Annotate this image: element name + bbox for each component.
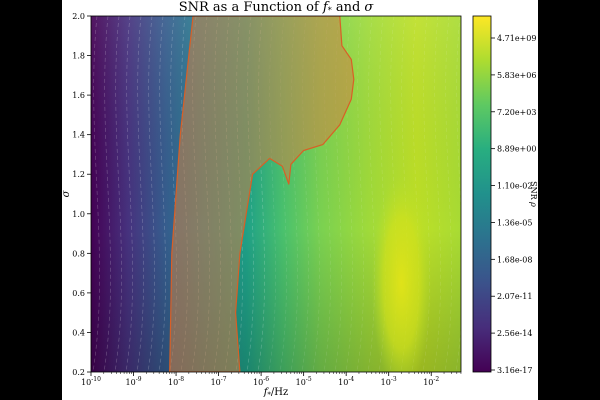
colorbar-label: SNR ρ	[529, 181, 538, 207]
y-tick-label: 1.0	[72, 210, 85, 219]
colorbar-gradient	[472, 15, 492, 373]
x-tick-label: 10-6	[253, 376, 269, 387]
x-tick-label: 10-7	[211, 376, 227, 387]
plot-area	[90, 15, 462, 373]
chart-title: SNR as a Function of f* and σ	[179, 0, 375, 15]
contour-line	[136, 16, 144, 372]
x-tick-label: 10-5	[296, 376, 312, 387]
colorbar-tick-label: 1.10e-02	[497, 182, 532, 191]
contour-line	[301, 16, 309, 372]
y-tick-label: 0.4	[72, 328, 85, 337]
colorbar-ticks: 4.71e+09 5.83e+06 7.20e+03 8.89e+00 1.10e-02…	[491, 34, 536, 375]
y-tick-label: 1.8	[72, 52, 85, 61]
contour-line	[92, 16, 100, 372]
y-axis-ticks: 0.2 0.4 0.6 0.8 1.0 1.2 1.4 1.6 1.8 2.0	[72, 12, 91, 377]
y-tick-label: 1.2	[72, 170, 85, 179]
y-tick-label: 0.6	[72, 289, 85, 298]
contour-line	[147, 16, 155, 372]
contour-line	[279, 16, 287, 372]
colorbar-tick-label: 3.16e-17	[497, 366, 532, 375]
contour-line	[334, 16, 342, 372]
y-tick-label: 0.2	[72, 368, 85, 377]
contour-line	[158, 16, 166, 372]
snr-heatmap-chart: SNR as a Function of f* and σ 10-10 10-9 1…	[62, 0, 538, 399]
y-tick-label: 0.8	[72, 249, 85, 258]
colorbar-tick-label: 2.56e-14	[497, 329, 532, 338]
x-tick-label: 10-8	[168, 376, 184, 387]
plot-frame	[90, 15, 462, 373]
x-tick-label: 10-2	[423, 376, 439, 387]
figure: SNR as a Function of f* and σ 10-10 10-9 1…	[62, 0, 538, 400]
colorbar: 4.71e+09 5.83e+06 7.20e+03 8.89e+00 1.10e-02…	[472, 15, 538, 375]
contour-line	[257, 16, 265, 372]
y-tick-label: 2.0	[72, 12, 85, 21]
colorbar-tick-label: 8.89e+00	[497, 145, 536, 154]
x-axis-label: f*/Hz	[263, 387, 289, 399]
contour-line	[125, 16, 133, 372]
colorbar-tick-label: 1.36e-05	[497, 218, 532, 227]
contour-line	[103, 16, 111, 372]
peak-region	[371, 173, 432, 372]
x-tick-label: 10-4	[338, 376, 354, 387]
colorbar-tick-label: 7.20e+03	[497, 108, 536, 117]
contour-line	[433, 16, 441, 372]
colorbar-tick-label: 1.68e-08	[497, 255, 532, 264]
contour-line	[312, 16, 320, 372]
y-tick-label: 1.6	[72, 91, 85, 100]
y-tick-label: 1.4	[72, 131, 85, 140]
contour-line	[356, 16, 364, 372]
shaded-region	[169, 16, 355, 372]
contour-line	[268, 16, 276, 372]
x-axis-ticks: 10-10 10-9 10-8 10-7 10-6 10-5 10-4 10-3 10-2	[81, 372, 462, 387]
contour-line	[367, 16, 375, 372]
colorbar-tick-label: 2.07e-11	[497, 292, 532, 301]
contour-line	[345, 16, 353, 372]
peak-region-ellipse	[371, 173, 432, 372]
contour-line	[235, 16, 243, 372]
colorbar-tick-label: 4.71e+09	[497, 34, 536, 43]
shaded-region-polygon	[169, 16, 355, 372]
x-tick-label: 10-3	[381, 376, 397, 387]
y-axis-label: σ	[62, 189, 72, 197]
contour-line	[246, 16, 254, 372]
contour-line	[444, 16, 452, 372]
contour-line	[323, 16, 331, 372]
x-tick-label: 10-9	[126, 376, 142, 387]
contour-line	[114, 16, 122, 372]
contour-line	[290, 16, 298, 372]
colorbar-tick-label: 5.83e+06	[497, 71, 536, 80]
x-tick-label: 10-10	[81, 376, 101, 387]
